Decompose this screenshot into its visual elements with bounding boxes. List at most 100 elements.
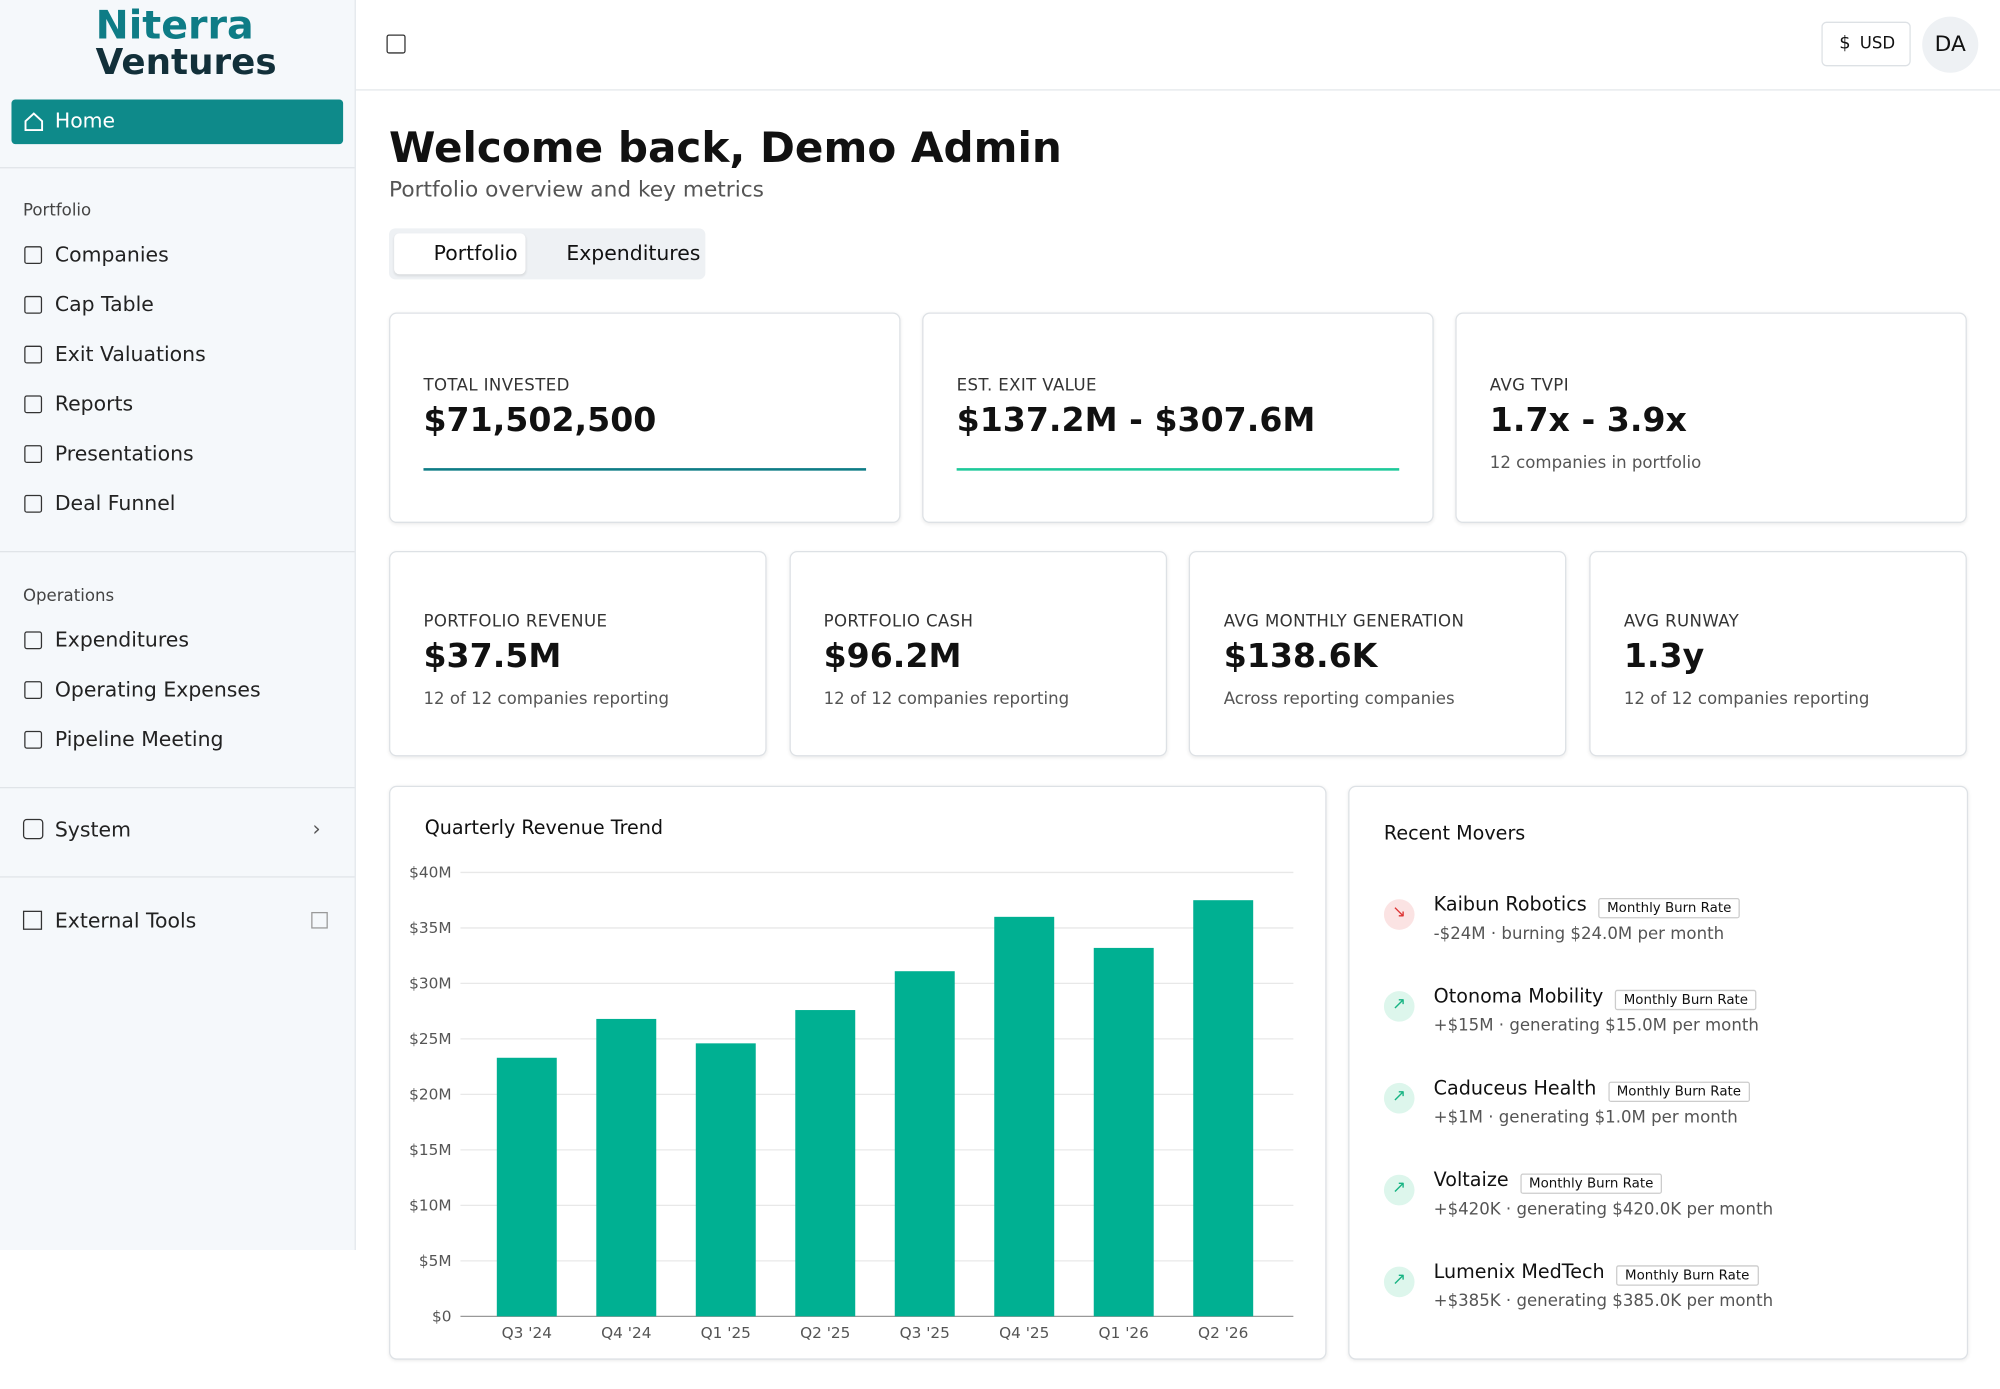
tab-active[interactable] bbox=[394, 233, 526, 275]
kpi-card: AVG MONTHLY GENERATION $138.6K Across repo… bbox=[1189, 551, 1567, 757]
chart-title: Quarterly Revenue Trend bbox=[425, 816, 663, 839]
kpi-card: PORTFOLIO REVENUE $37.5M 12 of 12 companie… bbox=[389, 551, 767, 757]
kpi-label: PORTFOLIO REVENUE bbox=[423, 611, 608, 631]
bar bbox=[695, 1043, 756, 1317]
avatar[interactable]: DA bbox=[1922, 16, 1979, 73]
external-icon bbox=[22, 910, 43, 930]
sidebar-toggle[interactable] bbox=[386, 34, 406, 54]
kpi-accent bbox=[956, 467, 1400, 471]
home-button[interactable]: Home bbox=[11, 99, 344, 145]
kpi-label: TOTAL INVESTED bbox=[423, 375, 570, 395]
nav-item[interactable]: Reports bbox=[54, 391, 134, 416]
mover-name: Lumenix MedTech bbox=[1433, 1260, 1605, 1284]
tab[interactable]: Expenditures bbox=[566, 241, 701, 266]
mover-detail: +$385K · generating $385.0K per month bbox=[1433, 1292, 1774, 1312]
y-tick-label: $30M bbox=[409, 975, 451, 993]
page-subtitle: Portfolio overview and key metrics bbox=[389, 177, 764, 203]
y-tick-label: $0 bbox=[432, 1307, 451, 1325]
external-label[interactable]: External Tools bbox=[54, 908, 197, 933]
nav-icon bbox=[24, 395, 43, 414]
y-tick-label: $15M bbox=[409, 1141, 451, 1159]
currency: USD bbox=[1859, 34, 1896, 54]
nav-icon bbox=[24, 730, 43, 749]
nav-item[interactable]: Presentations bbox=[54, 441, 194, 466]
chart: Quarterly Revenue Trend $0 $5M $10M $15M $20… bbox=[409, 816, 1294, 1342]
x-tick-label: Q4 '25 bbox=[999, 1324, 1049, 1342]
x-tick-label: Q3 '25 bbox=[900, 1324, 950, 1342]
bar bbox=[994, 916, 1055, 1317]
kpi-value: $96.2M bbox=[823, 637, 962, 676]
kpi-card: PORTFOLIO CASH $96.2M 12 of 12 companies r… bbox=[789, 551, 1167, 757]
y-tick-label: $25M bbox=[409, 1030, 451, 1048]
kpi-label: AVG TVPI bbox=[1489, 375, 1569, 395]
mover-icon: ↘ bbox=[1383, 899, 1415, 930]
currency-symbol: $ bbox=[1839, 33, 1851, 54]
section-title: Portfolio bbox=[22, 201, 92, 221]
nav-item[interactable]: Expenditures bbox=[54, 627, 189, 652]
x-tick-label: Q2 '25 bbox=[800, 1324, 850, 1342]
nav-icon bbox=[24, 445, 43, 464]
home-label: Home bbox=[54, 108, 116, 133]
home-icon bbox=[24, 112, 44, 132]
kpi-value: 1.7x - 3.9x bbox=[1489, 401, 1687, 440]
kpi-note: 12 companies in portfolio bbox=[1489, 453, 1702, 473]
kpi-note: Across reporting companies bbox=[1223, 689, 1455, 709]
kpi-value: $37.5M bbox=[423, 637, 562, 676]
kpi-value: 1.3y bbox=[1623, 637, 1705, 676]
bar bbox=[894, 971, 955, 1317]
x-tick-label: Q1 '26 bbox=[1099, 1324, 1149, 1342]
mover-icon: ↗ bbox=[1383, 1174, 1415, 1206]
mover-tag: Monthly Burn Rate bbox=[1614, 989, 1757, 1011]
divider bbox=[0, 551, 355, 553]
kpi-label: AVG MONTHLY GENERATION bbox=[1223, 611, 1465, 631]
nav-item[interactable]: Exit Valuations bbox=[54, 341, 206, 367]
mover-tag: Monthly Burn Rate bbox=[1607, 1081, 1750, 1103]
kpi-value: $138.6K bbox=[1223, 637, 1378, 676]
bar bbox=[496, 1057, 557, 1317]
nav-item[interactable]: Cap Table bbox=[54, 292, 154, 317]
sidebar: Niterra Ventures Home System › External … bbox=[0, 0, 356, 1250]
bar bbox=[1093, 947, 1154, 1317]
divider bbox=[0, 876, 355, 878]
logo-top: Niterra bbox=[95, 2, 254, 49]
kpi-card: TOTAL INVESTED $71,502,500 bbox=[389, 312, 901, 523]
chart-card: Quarterly Revenue Trend $0 $5M $10M $15M $20… bbox=[389, 785, 1327, 1360]
system-label[interactable]: System bbox=[54, 817, 131, 842]
mover-name: Kaibun Robotics bbox=[1433, 892, 1587, 916]
kpi-card: AVG RUNWAY 1.3y 12 of 12 companies reporti… bbox=[1589, 551, 1967, 757]
mover-name: Voltaize bbox=[1433, 1168, 1509, 1192]
nav-item[interactable]: Pipeline Meeting bbox=[54, 727, 224, 752]
mover-tag: Monthly Burn Rate bbox=[1598, 897, 1741, 919]
y-tick-label: $20M bbox=[409, 1085, 451, 1103]
movers-card: Recent Movers ↘ Kaibun Robotics Monthly Bu… bbox=[1348, 785, 1969, 1360]
x-tick-label: Q3 '24 bbox=[502, 1324, 552, 1342]
external-link-icon[interactable] bbox=[311, 911, 328, 929]
nav-item[interactable]: Operating Expenses bbox=[54, 677, 261, 702]
section-title: Operations bbox=[22, 586, 115, 606]
mover-icon: ↗ bbox=[1383, 991, 1415, 1022]
page-title: Welcome back, Demo Admin bbox=[389, 122, 1062, 173]
chevron[interactable]: › bbox=[312, 816, 321, 841]
mover-tag: Monthly Burn Rate bbox=[1520, 1173, 1663, 1194]
bar bbox=[795, 1010, 856, 1317]
divider bbox=[0, 786, 355, 789]
tab[interactable]: Portfolio bbox=[433, 241, 518, 266]
y-tick-label: $35M bbox=[409, 919, 451, 937]
y-tick-label: $10M bbox=[409, 1196, 451, 1214]
topbar-border bbox=[355, 89, 2000, 91]
x-tick-label: Q1 '25 bbox=[701, 1324, 751, 1342]
mover-detail: +$1M · generating $1.0M per month bbox=[1433, 1108, 1738, 1128]
divider bbox=[0, 167, 355, 169]
nav-icon bbox=[24, 681, 43, 699]
movers-title: Recent Movers bbox=[1383, 821, 1526, 845]
mover-detail: +$420K · generating $420.0K per month bbox=[1433, 1200, 1774, 1220]
y-tick-label: $5M bbox=[419, 1252, 452, 1270]
currency-button[interactable]: $ USD bbox=[1821, 21, 1911, 67]
bar bbox=[1193, 900, 1254, 1317]
nav-item[interactable]: Deal Funnel bbox=[54, 491, 176, 516]
kpi-note: 12 of 12 companies reporting bbox=[1623, 689, 1870, 709]
kpi-accent bbox=[423, 467, 867, 471]
nav-icon bbox=[24, 631, 43, 650]
nav-item[interactable]: Companies bbox=[54, 242, 169, 267]
